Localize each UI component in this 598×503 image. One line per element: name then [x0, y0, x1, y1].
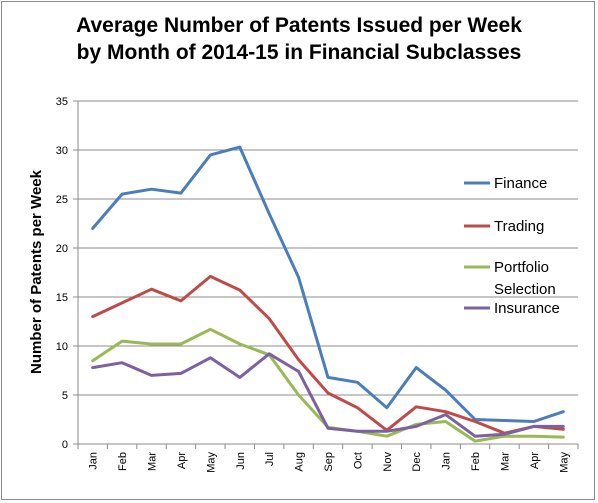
y-tick-label: 35 [56, 96, 68, 108]
x-tick-label: Sep [323, 452, 335, 472]
y-tick-label: 10 [56, 341, 68, 353]
y-tick-label: 15 [56, 292, 68, 304]
x-tick-label: Jan [88, 452, 100, 470]
y-tick-label: 30 [56, 145, 68, 157]
x-tick-label: Oct [352, 452, 364, 469]
x-tick-label: Apr [176, 452, 188, 469]
y-axis-label: Number of Patents per Week [28, 169, 45, 374]
gridlines [78, 101, 578, 395]
x-tick-label: Nov [382, 452, 394, 472]
x-tick-label: Jan [441, 452, 453, 470]
series-line-finance [93, 147, 564, 421]
x-tick-labels: Jan Feb Mar Apr May Jun Jul Aug Sep Oct Nov Dec Jan F… [88, 452, 571, 473]
x-tick-label: Jul [264, 452, 276, 466]
x-tick-label: Mar [499, 452, 511, 471]
x-tick-label: Mar [147, 452, 159, 471]
x-tick-label: May [205, 452, 217, 473]
x-tick-label: Apr [529, 452, 541, 469]
y-tick-labels: 0 5 10 15 20 25 30 35 [56, 96, 68, 451]
legend-label-finance: Finance [494, 175, 547, 192]
series-lines [93, 147, 564, 441]
y-tick-label: 5 [62, 390, 68, 402]
x-tick-label: May [558, 452, 570, 473]
x-tick-label: Feb [117, 452, 129, 471]
y-tick-label: 0 [62, 439, 68, 451]
y-tick-label: 20 [56, 243, 68, 255]
y-tick-label: 25 [56, 194, 68, 206]
legend: Finance Trading PortfolioSelection Insuranc… [464, 175, 560, 317]
legend-label-trading: Trading [494, 218, 544, 235]
legend-label-portfolio-selection: PortfolioSelection [494, 259, 556, 298]
series-line-trading [93, 276, 564, 433]
x-tick-label: Dec [411, 452, 423, 472]
x-tick-label: Aug [294, 452, 306, 472]
x-tick-label: Jun [235, 452, 247, 470]
legend-label-insurance: Insurance [494, 300, 560, 317]
x-tick-label: Feb [470, 452, 482, 471]
